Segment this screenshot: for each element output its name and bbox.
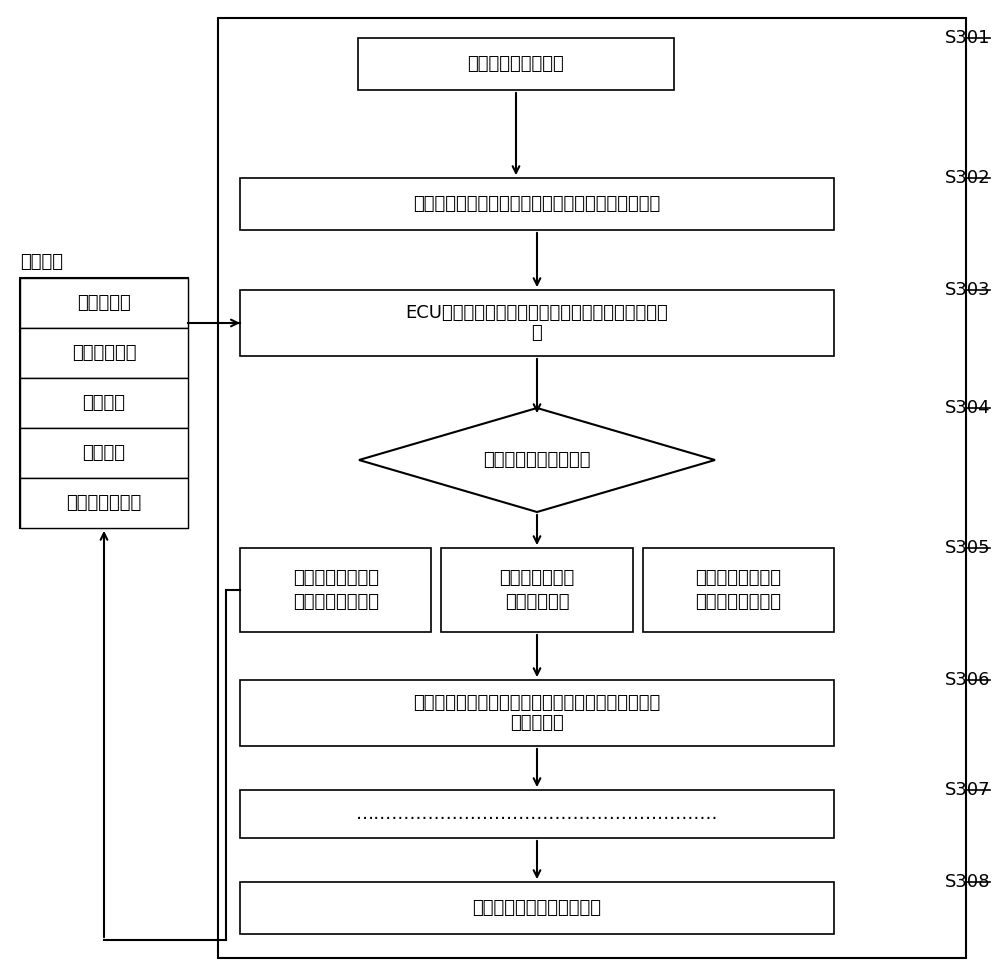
Bar — [240, 790, 834, 838]
Text: 标定下一点: 标定下一点 — [510, 714, 564, 732]
Text: S308: S308 — [944, 873, 990, 891]
Bar — [20, 278, 188, 528]
Text: 冷却柴油控制阀开: 冷却柴油控制阀开 — [293, 569, 379, 587]
Bar — [20, 478, 188, 528]
Bar — [20, 428, 188, 478]
Text: 冷却柴油油量控制阀初始开度，针阀泄漏的正常回油: 冷却柴油油量控制阀初始开度，针阀泄漏的正常回油 — [413, 195, 661, 213]
Text: 反馈参数: 反馈参数 — [20, 253, 63, 271]
Text: 标定完成，发动机正常运转: 标定完成，发动机正常运转 — [473, 899, 602, 917]
Text: S305: S305 — [944, 539, 990, 557]
Bar — [240, 178, 834, 230]
Text: S303: S303 — [944, 281, 990, 299]
Text: 进气流量: 进气流量 — [82, 444, 126, 462]
Text: 发动机温度: 发动机温度 — [77, 294, 131, 312]
Text: ……………………………………………………: …………………………………………………… — [356, 805, 718, 823]
Bar — [20, 278, 188, 328]
Polygon shape — [359, 408, 715, 512]
Bar — [643, 548, 834, 632]
Text: S304: S304 — [944, 399, 990, 417]
Bar — [358, 38, 674, 90]
Text: 确定发动机工况及冷却柴油控制阀开度的对应关系，: 确定发动机工况及冷却柴油控制阀开度的对应关系， — [413, 694, 661, 712]
Text: 度减小回油量减少: 度减小回油量减少 — [293, 593, 379, 611]
Text: 开度保持不变: 开度保持不变 — [505, 593, 569, 611]
Bar — [240, 882, 834, 934]
Text: 冷却柴油控制阀开: 冷却柴油控制阀开 — [695, 569, 781, 587]
Bar — [218, 18, 966, 958]
Text: 冷却柴油回油量: 冷却柴油回油量 — [66, 494, 142, 512]
Text: ECU计算热负荷及冷却柴油对喷射器针阀体的冷却强: ECU计算热负荷及冷却柴油对喷射器针阀体的冷却强 — [406, 304, 668, 322]
Text: 度: 度 — [532, 324, 542, 342]
Text: 缸内燃气温度: 缸内燃气温度 — [72, 344, 136, 362]
Text: 判断是否满足冷却要求: 判断是否满足冷却要求 — [483, 451, 591, 469]
Text: S307: S307 — [944, 781, 990, 799]
Bar — [240, 680, 834, 746]
Text: 度增大回油量增加: 度增大回油量增加 — [695, 593, 781, 611]
Text: 冷却柴油控制阀: 冷却柴油控制阀 — [499, 569, 575, 587]
Text: S302: S302 — [944, 169, 990, 187]
Bar — [240, 548, 431, 632]
Text: 排气温度: 排气温度 — [82, 394, 126, 412]
Bar — [20, 378, 188, 428]
Text: S301: S301 — [944, 29, 990, 47]
Bar — [20, 328, 188, 378]
Bar — [441, 548, 633, 632]
Bar — [240, 290, 834, 356]
Text: S306: S306 — [944, 671, 990, 689]
Text: 发动机起动怠速运行: 发动机起动怠速运行 — [468, 55, 564, 73]
